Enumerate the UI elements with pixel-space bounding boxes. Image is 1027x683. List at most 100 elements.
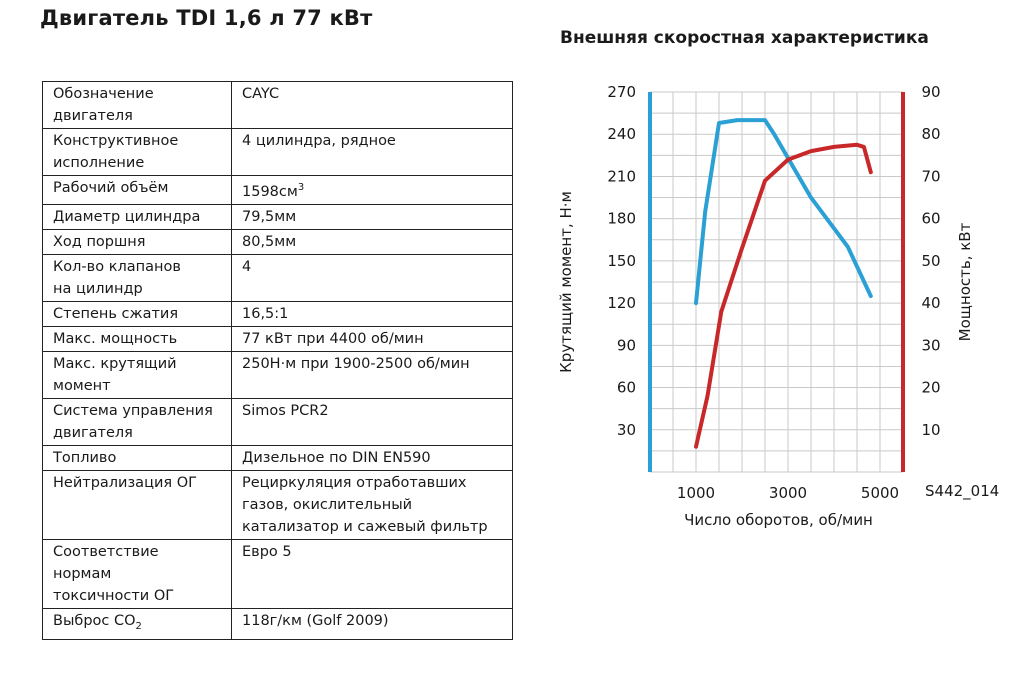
spec-label-line: Система управления	[53, 402, 213, 419]
spec-row: Выброс CO2 118г/км (Golf 2009)	[42, 607, 513, 640]
spec-value-line: 4 цилиндра, рядное	[242, 133, 396, 149]
spec-row: Конструктивное исполнение 4 цилиндра, рядн…	[42, 128, 513, 176]
spec-label: Система управления двигателя	[42, 397, 232, 446]
spec-value: 16,5:1	[231, 300, 513, 327]
spec-label-line: Выброс CO	[53, 612, 136, 629]
spec-value-line: Simos PCR2	[242, 402, 329, 419]
x-tick-label: 1000	[677, 484, 715, 502]
chart-title: Внешняя скоростная характеристика	[560, 28, 929, 48]
spec-label: Рабочий объём	[42, 175, 232, 205]
spec-value: 1598см3	[231, 175, 513, 205]
chart-series	[694, 118, 873, 449]
spec-label-line: Топливо	[53, 449, 117, 466]
spec-label: Топливо	[42, 444, 232, 471]
spec-value: CAYC	[231, 81, 513, 129]
y-axis-label-right: Мощность, кВт	[956, 222, 974, 341]
spec-label: Ход поршня	[42, 228, 232, 255]
spec-row: Макс. крутящий момент 250Н·м при 1900-2500…	[42, 350, 513, 399]
spec-value: 250Н·м при 1900-2500 об/мин	[231, 350, 513, 399]
spec-label-line: двигателя	[53, 108, 133, 124]
spec-label-line: Ход поршня	[53, 233, 146, 250]
y-tick-label-right: 50	[921, 252, 940, 270]
spec-row: Кол-во клапанов на цилиндр 4	[42, 253, 513, 302]
x-tick-label: 5000	[861, 484, 899, 502]
spec-value: Simos PCR2	[231, 397, 513, 446]
spec-value: Рециркуляция отработавших газов, окислите…	[231, 469, 513, 540]
y-tick-label-right: 70	[921, 167, 940, 185]
spec-label-line: Конструктивное	[53, 133, 179, 149]
spec-label-line: Кол-во клапанов	[53, 258, 181, 275]
spec-row: Соответствие нормам токсичности ОГ Евро 5	[42, 538, 513, 609]
spec-label: Нейтрализация ОГ	[42, 469, 232, 540]
figure-id: S442_014	[925, 482, 999, 501]
y-tick-label-right: 60	[921, 210, 940, 228]
spec-label-line: на цилиндр	[53, 280, 143, 297]
x-tick-label: 3000	[769, 484, 807, 502]
spec-label-line: Макс. мощность	[53, 330, 178, 347]
y-tick-label-left: 90	[617, 336, 636, 354]
power-curve	[694, 142, 873, 449]
spec-row: Степень сжатия 16,5:1	[42, 300, 513, 327]
spec-value-line: 118г/км (Golf 2009)	[242, 612, 389, 629]
spec-label-line: токсичности ОГ	[53, 587, 175, 604]
y-axis-label-left: Крутящий момент, Н·м	[557, 191, 575, 373]
torque-curve	[694, 118, 873, 306]
spec-row: Обозначение двигателя CAYC	[42, 81, 513, 129]
spec-label: Диаметр цилиндра	[42, 203, 232, 230]
spec-value-line: Рециркуляция отработавших	[242, 474, 467, 491]
spec-label-line: двигателя	[53, 424, 133, 441]
spec-value: 4	[231, 253, 513, 302]
spec-label: Обозначение двигателя	[42, 81, 232, 129]
spec-value-superscript: 3	[297, 182, 305, 193]
y-tick-label-right: 10	[921, 421, 940, 439]
spec-row: Рабочий объём 1598см3	[42, 175, 513, 205]
spec-row: Топливо Дизельное по DIN EN590	[42, 444, 513, 471]
y-tick-label-right: 40	[921, 294, 940, 312]
spec-value: Евро 5	[231, 538, 513, 609]
y-tick-label-left: 30	[617, 421, 636, 439]
spec-label-line: Соответствие нормам	[53, 543, 159, 582]
spec-value-line: 77 кВт при 4400 об/мин	[242, 330, 424, 347]
y-tick-label-left: 150	[607, 252, 636, 270]
spec-label-line: момент	[53, 377, 111, 394]
spec-row: Система управления двигателя Simos PCR2	[42, 397, 513, 446]
y-tick-label-right: 80	[921, 125, 940, 143]
spec-label-line: исполнение	[53, 155, 145, 171]
spec-label-subscript: 2	[135, 620, 142, 632]
spec-label: Степень сжатия	[42, 300, 232, 327]
spec-label-line: Нейтрализация ОГ	[53, 474, 197, 491]
y-tick-label-left: 270	[607, 83, 636, 101]
spec-row: Нейтрализация ОГ Рециркуляция отработавши…	[42, 469, 513, 540]
spec-value-line: 250Н·м при 1900-2500 об/мин	[242, 355, 470, 372]
spec-label-line: Макс. крутящий	[53, 355, 177, 372]
spec-value-line: Дизельное по DIN EN590	[242, 449, 431, 466]
spec-label-line: Степень сжатия	[53, 305, 179, 322]
spec-label: Кол-во клапанов на цилиндр	[42, 253, 232, 302]
spec-value-line: 80,5мм	[242, 233, 297, 250]
spec-value-line: газов, окислительный	[242, 496, 413, 513]
spec-value-line: 16,5:1	[242, 305, 289, 322]
y-tick-label-left: 180	[607, 210, 636, 228]
spec-value: Дизельное по DIN EN590	[231, 444, 513, 471]
spec-label: Макс. крутящий момент	[42, 350, 232, 399]
spec-label: Выброс CO2	[42, 607, 232, 640]
spec-value-line: 4	[242, 258, 252, 275]
spec-value-line: 79,5мм	[242, 208, 297, 225]
spec-label-line: Рабочий объём	[53, 180, 169, 196]
spec-value: 118г/км (Golf 2009)	[231, 607, 513, 640]
y-tick-label-right: 20	[921, 379, 940, 397]
spec-label: Соответствие нормам токсичности ОГ	[42, 538, 232, 609]
chart-axes	[648, 92, 905, 472]
spec-label: Конструктивное исполнение	[42, 128, 232, 176]
y-tick-label-left: 240	[607, 125, 636, 143]
spec-value: 80,5мм	[231, 228, 513, 255]
x-axis-label: Число оборотов, об/мин	[684, 511, 873, 529]
y-tick-label-right: 30	[921, 336, 940, 354]
spec-value: 4 цилиндра, рядное	[231, 128, 513, 176]
y-tick-label-right: 90	[921, 83, 940, 101]
specs-table: Обозначение двигателя CAYC Конструктивное ис…	[42, 81, 513, 640]
chart-labels: 30 60 90 120 150 180 210 240 270 10 20 30 40 50 60 70 80…	[557, 83, 999, 529]
y-tick-label-left: 120	[607, 294, 636, 312]
spec-value-line: 1598см	[242, 183, 298, 200]
